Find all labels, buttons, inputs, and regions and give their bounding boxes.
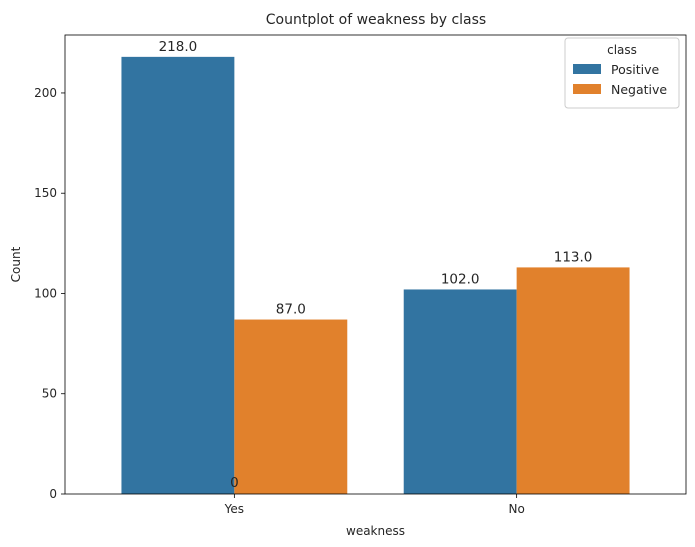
legend-swatch-negative (573, 84, 601, 94)
chart-title: Countplot of weakness by class (266, 12, 486, 28)
bar-labels-group: 218.0 102.0 87.0 113.0 (159, 39, 593, 318)
y-tick-label: 50 (42, 387, 57, 401)
legend-swatch-positive (573, 64, 601, 74)
plot-frame (64, 34, 687, 495)
x-tick-label: Yes (224, 502, 244, 516)
bar-value-label: 87.0 (276, 302, 306, 318)
bar-value-label: 218.0 (159, 39, 198, 55)
bar-negative-no (516, 267, 630, 494)
bar-value-label: 113.0 (554, 249, 593, 265)
bars-group (121, 56, 630, 494)
bar-value-label: 102.0 (441, 271, 480, 287)
x-tick-label: No (508, 502, 524, 516)
x-axis-label: weakness (346, 524, 405, 538)
y-axis: 0 50 100 150 200 (34, 86, 65, 501)
legend-label-negative: Negative (611, 82, 667, 97)
y-axis-label: Count (9, 246, 23, 282)
zero-annotation: 0 (230, 475, 239, 491)
y-tick-label: 100 (34, 286, 57, 300)
bar-positive-no (403, 289, 517, 494)
x-axis: Yes No (224, 494, 525, 516)
legend-label-positive: Positive (611, 62, 659, 77)
y-tick-label: 0 (49, 487, 57, 501)
bar-positive-yes (121, 56, 235, 494)
legend-title: class (607, 43, 637, 57)
y-tick-label: 150 (34, 186, 57, 200)
y-tick-label: 200 (34, 86, 57, 100)
bar-negative-yes (234, 319, 348, 494)
legend: class Positive Negative (564, 37, 680, 109)
